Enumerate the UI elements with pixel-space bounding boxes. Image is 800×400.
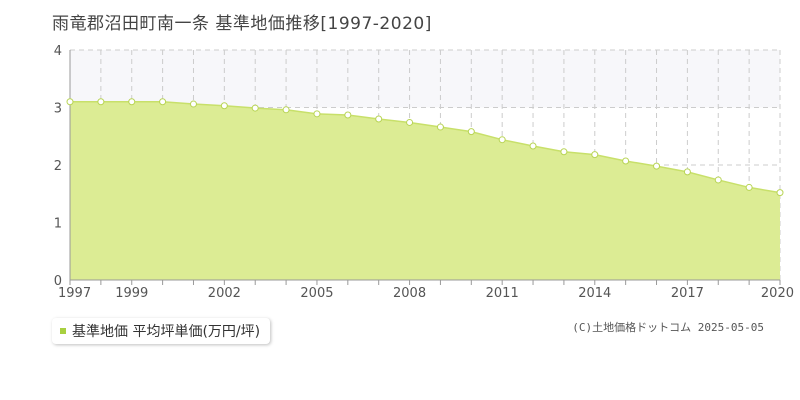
y-tick-label: 0 [54, 274, 62, 289]
data-point [498, 136, 506, 144]
axes [69, 50, 781, 285]
y-tick-label: 2 [54, 159, 62, 174]
plot-background [70, 50, 780, 108]
x-tick-labels: 1997 1999 2002 2005 2008 2011 2014 2017 2020 [58, 286, 794, 301]
y-tick-label: 4 [54, 44, 62, 59]
area-layer [70, 101, 781, 280]
data-point [159, 98, 167, 106]
data-point [282, 106, 290, 114]
data-point [313, 110, 321, 118]
legend-label: 基準地価 平均坪単価(万円/坪) [72, 324, 261, 340]
data-point [714, 176, 722, 184]
series-area [70, 101, 780, 280]
y-tick-label: 1 [54, 217, 62, 232]
data-point [251, 104, 259, 112]
y-tick-label: 3 [54, 102, 62, 117]
x-tick-label: 2017 [671, 286, 704, 301]
data-point [560, 148, 568, 156]
data-point [220, 102, 228, 110]
x-tick-label: 2020 [761, 286, 794, 301]
data-point [745, 183, 753, 191]
data-point [375, 115, 383, 123]
data-point [653, 162, 661, 170]
data-point [529, 142, 537, 150]
chart-title: 雨竜郡沼田町南一条 基準地価推移[1997-2020] [52, 14, 432, 34]
data-point [128, 98, 136, 106]
data-point [97, 98, 105, 106]
data-point [622, 157, 630, 165]
x-tick-label: 1999 [115, 286, 148, 301]
x-tick-label: 2014 [578, 286, 611, 301]
data-point [406, 118, 414, 126]
data-point [591, 151, 599, 159]
x-tick-label: 2002 [208, 286, 241, 301]
plot-upper-band [70, 50, 780, 108]
legend: 基準地価 平均坪単価(万円/坪) [52, 318, 271, 344]
data-point [776, 189, 784, 197]
data-point [467, 128, 475, 136]
x-tick-label: 2005 [300, 286, 333, 301]
series-line [70, 101, 781, 194]
data-point [683, 168, 691, 176]
copyright-credit: (C)土地価格ドットコム 2025-05-05 [572, 321, 764, 334]
data-point [66, 98, 74, 106]
x-tick-label: 1997 [58, 286, 91, 301]
data-markers [66, 98, 784, 197]
data-point [189, 100, 197, 108]
legend-swatch [60, 328, 66, 334]
data-point [344, 111, 352, 119]
data-point [436, 123, 444, 131]
x-tick-label: 2008 [393, 286, 426, 301]
x-tick-label: 2011 [486, 286, 519, 301]
y-tick-labels: 0 1 2 3 4 [54, 44, 62, 289]
